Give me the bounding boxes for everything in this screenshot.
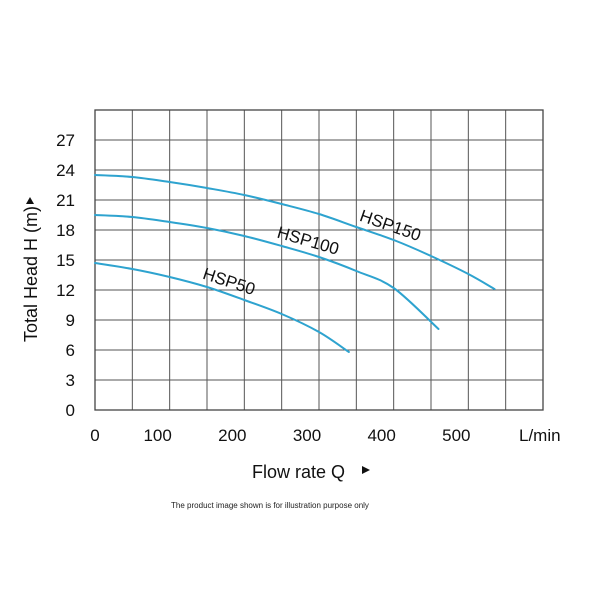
y-tick-label: 3 xyxy=(66,371,75,390)
y-tick-label: 24 xyxy=(56,161,75,180)
x-tick-label: 0 xyxy=(90,426,99,445)
x-tick-label: 300 xyxy=(293,426,321,445)
x-tick-label: 100 xyxy=(143,426,171,445)
x-tick-label: 500 xyxy=(442,426,470,445)
curve-hsp50 xyxy=(94,262,350,353)
x-tick-label: 400 xyxy=(367,426,395,445)
y-tick-label: 6 xyxy=(66,341,75,360)
grid xyxy=(95,110,543,410)
x-tick-label: 200 xyxy=(218,426,246,445)
curves xyxy=(94,174,496,353)
y-tick-label: 18 xyxy=(56,221,75,240)
curve-hsp150 xyxy=(94,174,496,290)
y-axis-arrow-icon xyxy=(26,197,34,204)
plot-frame xyxy=(94,109,544,411)
x-axis-title: Flow rate Q xyxy=(252,462,345,482)
y-tick-label: 27 xyxy=(56,131,75,150)
x-axis-arrow-icon xyxy=(362,466,370,474)
y-tick-label: 21 xyxy=(56,191,75,210)
y-tick-label: 12 xyxy=(56,281,75,300)
disclaimer-footnote: The product image shown is for illustrat… xyxy=(171,501,369,510)
tick-labels: 0 3 6 9 12 15 18 21 24 27 0 100 200 300 400 500 xyxy=(56,131,470,445)
y-axis-title: Total Head H (m) xyxy=(21,206,41,342)
y-tick-label: 9 xyxy=(66,311,75,330)
curve-hsp100 xyxy=(94,214,440,330)
y-tick-label: 0 xyxy=(66,401,75,420)
y-tick-label: 15 xyxy=(56,251,75,270)
x-unit-label: L/min xyxy=(519,426,561,445)
